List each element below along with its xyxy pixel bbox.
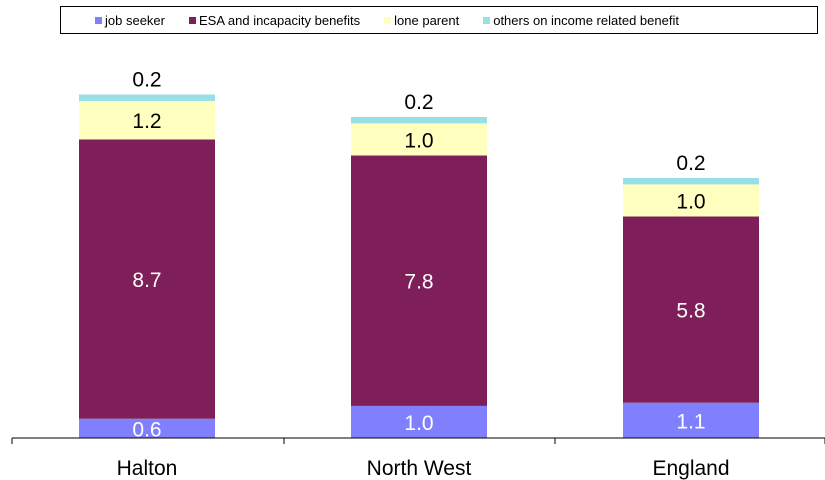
bar-segment-england-esa-and-incapacity-benefits bbox=[623, 216, 759, 403]
x-tick-label-north-west: North West bbox=[367, 457, 472, 480]
bar-segment-england-job-seeker bbox=[623, 402, 759, 438]
data-label-north-west-esa-and-incapacity-benefits: 7.8 bbox=[404, 271, 433, 294]
bar-segment-north-west-job-seeker bbox=[351, 405, 487, 438]
bar-segment-north-west-lone-parent bbox=[351, 123, 487, 156]
data-label-england-job-seeker: 1.1 bbox=[676, 410, 705, 433]
data-label-england-esa-and-incapacity-benefits: 5.8 bbox=[676, 300, 705, 323]
legend-item-others: others on income related benefit bbox=[483, 13, 679, 28]
x-tick-label-england: England bbox=[652, 457, 729, 480]
data-label-halton-job-seeker: 0.6 bbox=[132, 418, 161, 441]
bar-segment-england-others-on-income-related-benefit bbox=[623, 177, 759, 185]
data-label-halton-esa-and-incapacity-benefits: 8.7 bbox=[132, 269, 161, 292]
bar-segment-halton-job-seeker bbox=[79, 418, 215, 438]
legend-label-lone-parent: lone parent bbox=[394, 12, 460, 28]
legend-swatch-lone-parent bbox=[384, 16, 392, 24]
bar-segment-halton-others-on-income-related-benefit bbox=[79, 94, 215, 101]
bar-segment-north-west-others-on-income-related-benefit bbox=[351, 117, 487, 124]
data-label-halton-lone-parent: 1.2 bbox=[132, 110, 161, 133]
data-label-north-west-job-seeker: 1.0 bbox=[404, 412, 433, 435]
legend-item-esa: ESA and incapacity benefits bbox=[188, 12, 361, 28]
legend-swatch-others bbox=[483, 16, 491, 24]
bar-segment-halton-esa-and-incapacity-benefits bbox=[79, 139, 215, 419]
data-label-england-others-on-income-related-benefit: 0.2 bbox=[676, 152, 705, 175]
legend: job seeker ESA and incapacity benefits l… bbox=[60, 6, 818, 34]
x-tick-label-halton: Halton bbox=[117, 457, 178, 480]
data-label-halton-others-on-income-related-benefit: 0.2 bbox=[132, 69, 161, 92]
data-label-north-west-others-on-income-related-benefit: 0.2 bbox=[404, 91, 433, 114]
legend-swatch-job-seeker bbox=[95, 16, 102, 24]
legend-label-job-seeker: job seeker bbox=[105, 12, 165, 28]
legend-label-esa: ESA and incapacity benefits bbox=[198, 12, 361, 28]
legend-item-job-seeker: job seeker bbox=[95, 13, 165, 28]
legend-label-others: others on income related benefit bbox=[493, 12, 679, 28]
bar-segment-north-west-esa-and-incapacity-benefits bbox=[351, 155, 487, 406]
data-label-north-west-lone-parent: 1.0 bbox=[404, 129, 433, 152]
legend-item-lone-parent: lone parent bbox=[384, 13, 459, 28]
bar-segment-halton-lone-parent bbox=[79, 100, 215, 140]
legend-swatch-esa bbox=[188, 16, 196, 24]
bar-segment-england-lone-parent bbox=[623, 184, 759, 217]
data-label-england-lone-parent: 1.0 bbox=[676, 190, 705, 213]
